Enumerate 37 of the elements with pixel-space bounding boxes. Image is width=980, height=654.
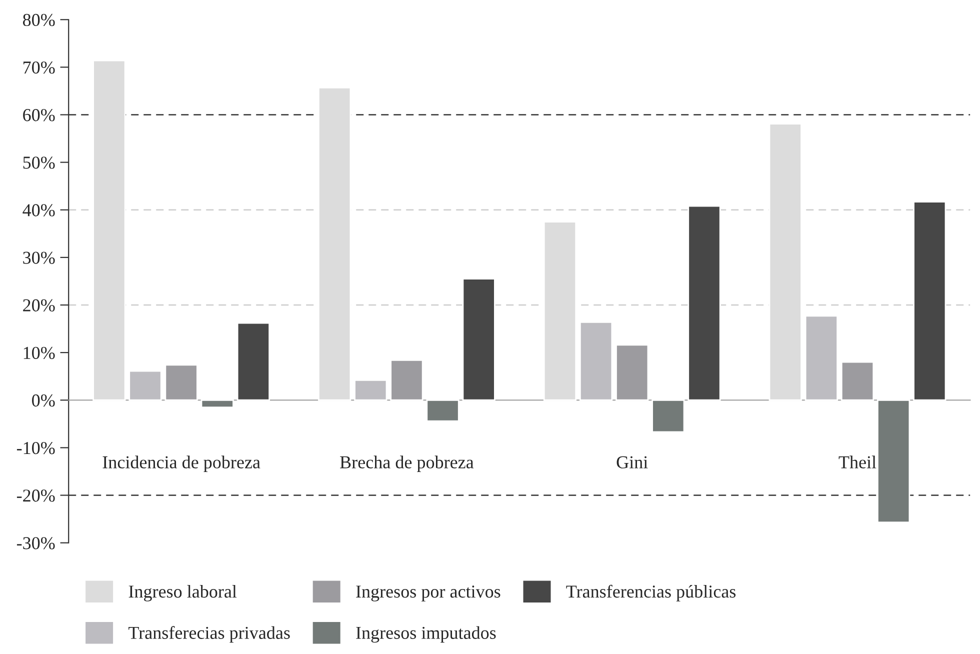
bar (462, 278, 496, 401)
y-tick-label: 30% (23, 252, 55, 264)
bar (318, 86, 352, 401)
y-tick-label: 80% (23, 14, 55, 26)
y-tick-label: 70% (24, 61, 55, 74)
legend-label: Ingresos imputados (356, 626, 496, 643)
x-tick-label: Gini (616, 456, 648, 468)
x-tick-label: Brecha de pobreza (340, 456, 474, 472)
x-tick-label: Theil (838, 456, 876, 468)
bar (128, 370, 162, 401)
legend-label: Transferencias públicas (566, 584, 736, 602)
y-tick-label: 60% (23, 109, 55, 122)
legend-label: Ingresos por activos (356, 586, 500, 602)
y-tick-label: -10% (16, 442, 55, 454)
legend-label: Ingreso laboral (128, 584, 237, 602)
bar (913, 201, 946, 401)
legend-label: Transferecias privadas (128, 626, 290, 643)
bar (543, 221, 577, 401)
bar (92, 60, 126, 401)
x-tick-label: Incidencia de pobreza (102, 456, 260, 472)
bar (200, 399, 234, 408)
bar (236, 322, 270, 401)
y-tick-label: 40% (22, 204, 55, 216)
y-tick-label: 20% (23, 299, 55, 312)
bar (768, 123, 802, 401)
y-tick-label: 50% (23, 156, 55, 169)
y-tick-label: -20% (16, 490, 55, 502)
bar (426, 399, 460, 422)
y-tick-label: 0% (32, 394, 55, 407)
bar (652, 399, 685, 433)
bar (354, 379, 388, 401)
bar (804, 315, 838, 401)
bar (877, 399, 910, 524)
y-tick-label: 10% (24, 346, 55, 360)
y-tick-label: -30% (16, 537, 55, 550)
bar (579, 321, 613, 401)
bar (688, 205, 721, 401)
